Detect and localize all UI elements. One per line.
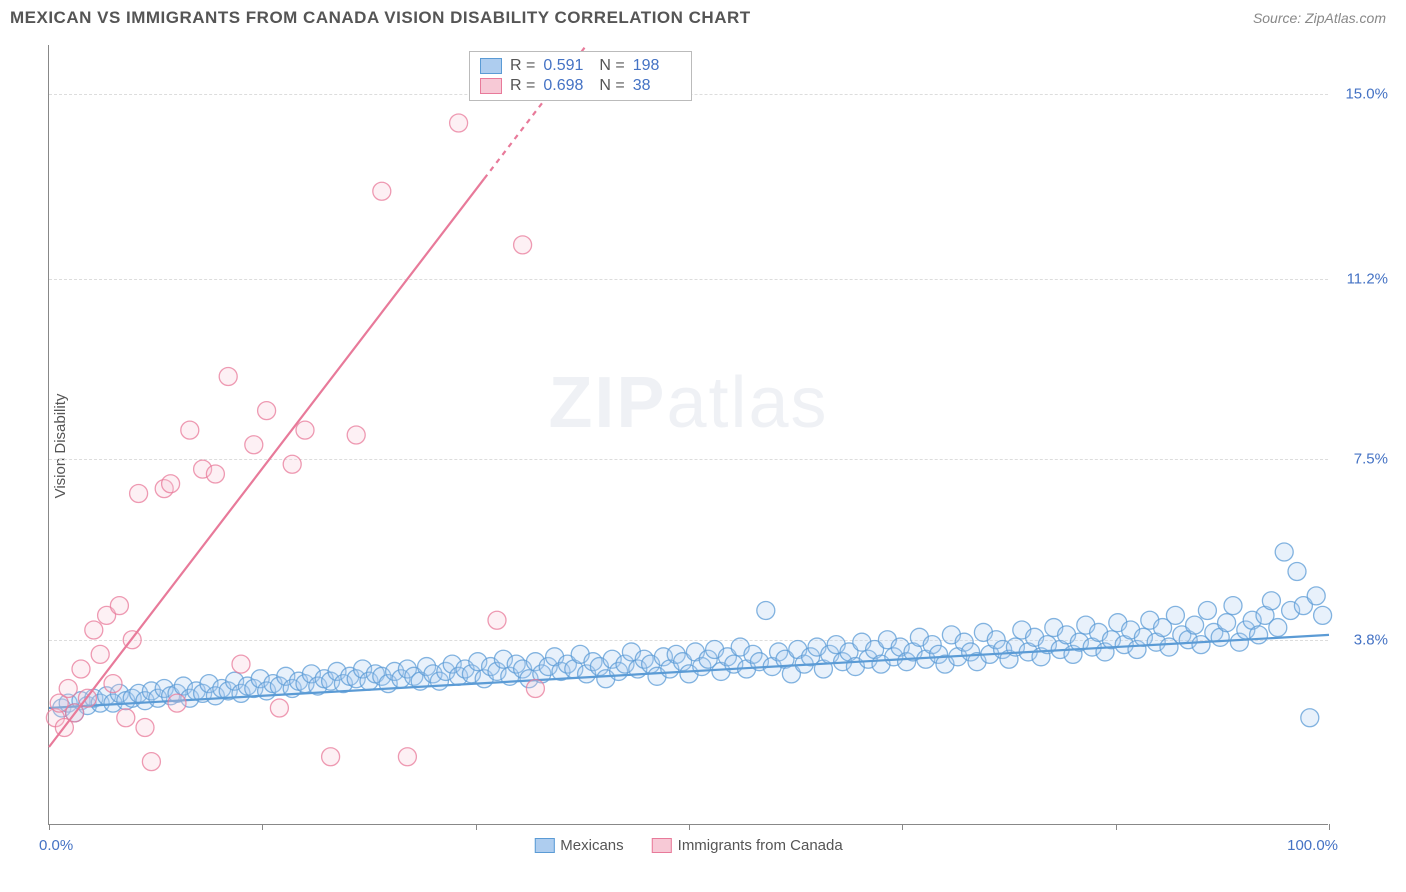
y-tick-label: 11.2% <box>1333 271 1388 288</box>
bottom-legend: Mexicans Immigrants from Canada <box>534 837 842 854</box>
stats-row: R =0.591N =198 <box>480 56 681 76</box>
stats-legend-box: R =0.591N =198R =0.698N =38 <box>469 51 692 101</box>
legend-item: Immigrants from Canada <box>652 837 843 854</box>
legend-item: Mexicans <box>534 837 623 854</box>
source-attribution: Source: ZipAtlas.com <box>1253 10 1386 26</box>
x-axis-max-label: 100.0% <box>1287 837 1338 854</box>
y-tick-label: 7.5% <box>1333 451 1388 468</box>
chart-title: MEXICAN VS IMMIGRANTS FROM CANADA VISION… <box>10 8 751 28</box>
y-tick-label: 3.8% <box>1333 631 1388 648</box>
y-tick-label: 15.0% <box>1333 85 1388 102</box>
chart-area: ZIPatlas 3.8%7.5%11.2%15.0% R =0.591N =1… <box>48 45 1328 825</box>
x-axis-min-label: 0.0% <box>39 837 73 854</box>
scatter-plot <box>49 45 1328 824</box>
stats-row: R =0.698N =38 <box>480 76 681 96</box>
